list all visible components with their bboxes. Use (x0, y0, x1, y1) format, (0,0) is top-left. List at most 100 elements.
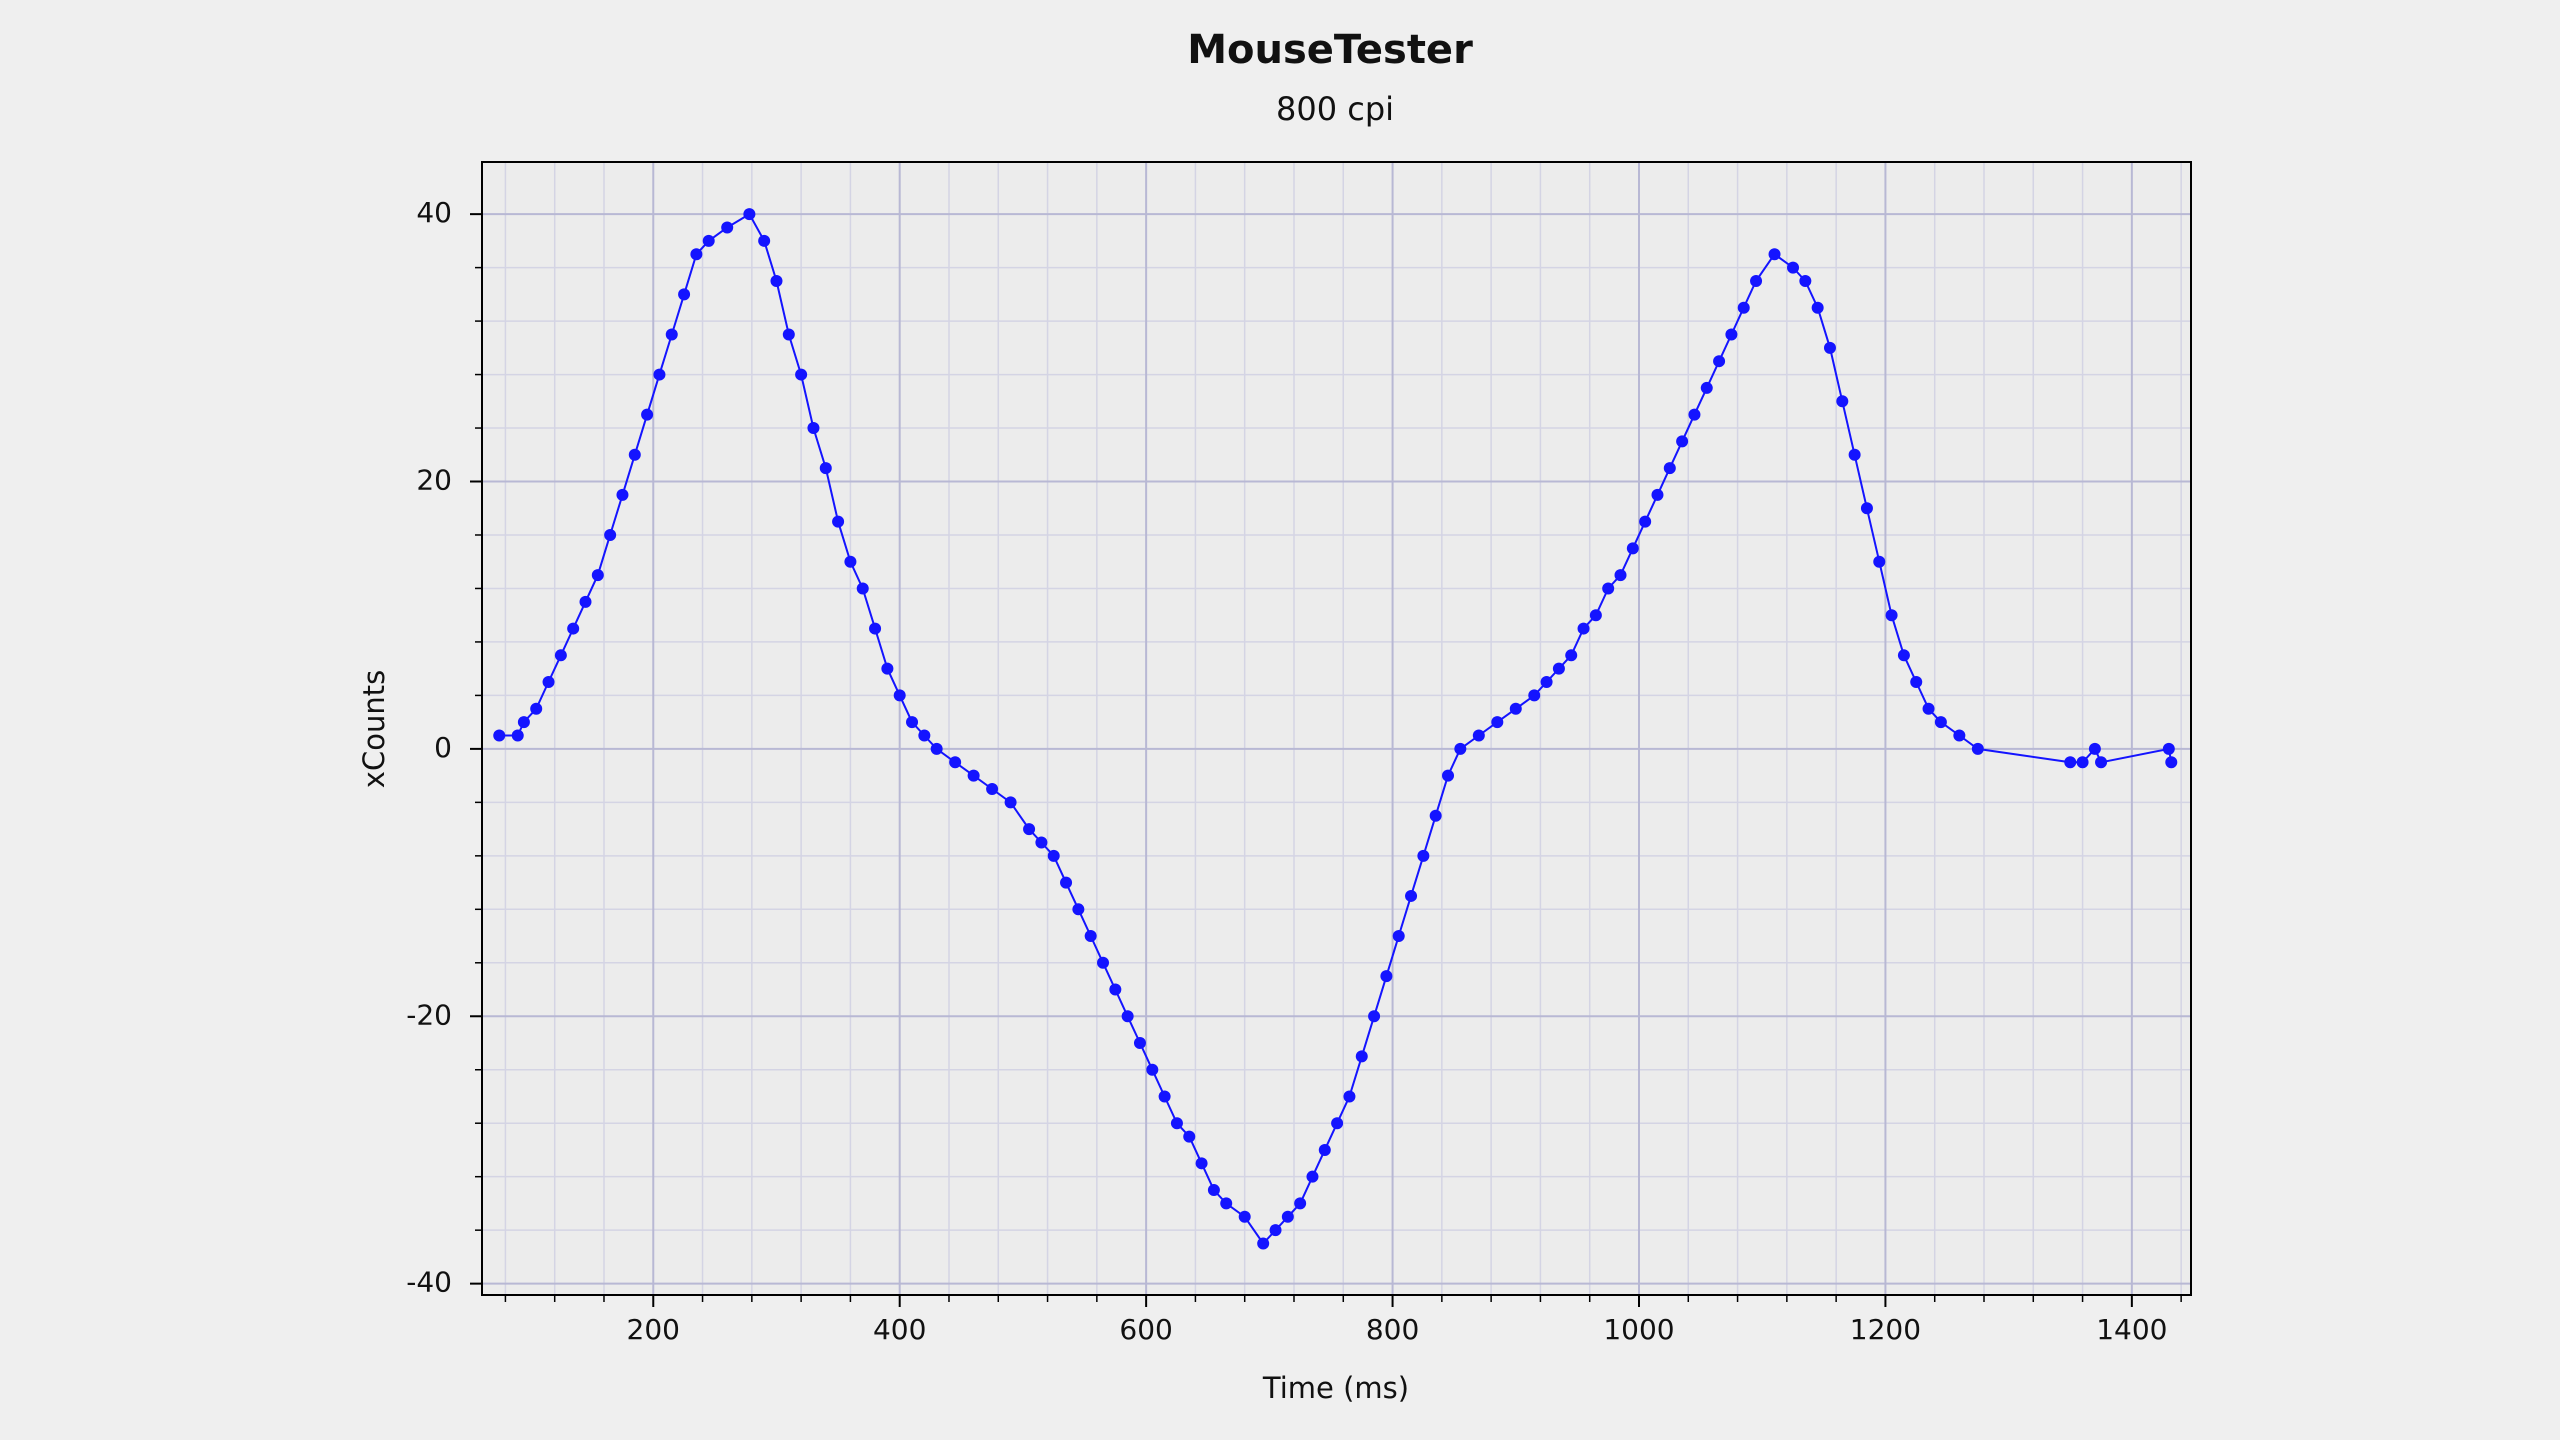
x-tick-label: 1400 (2096, 1313, 2167, 1346)
data-point (1528, 689, 1541, 702)
data-point (604, 528, 617, 541)
data-point (1195, 1157, 1208, 1170)
data-point (758, 234, 771, 247)
data-point (1207, 1184, 1220, 1197)
data-point (1220, 1197, 1233, 1210)
data-point (1084, 930, 1097, 943)
data-point (743, 208, 756, 221)
data-point (1257, 1237, 1270, 1250)
data-point (1811, 301, 1824, 314)
data-point (1602, 582, 1615, 595)
data-point (807, 422, 820, 435)
data-point (493, 729, 506, 742)
data-point (1552, 662, 1565, 675)
data-point (1047, 849, 1060, 862)
data-point (1676, 435, 1689, 448)
data-point (782, 328, 795, 341)
data-point (2076, 756, 2089, 769)
data-point (1269, 1224, 1282, 1237)
data-point (690, 248, 703, 261)
x-tick-label: 400 (873, 1313, 926, 1346)
data-point (1509, 702, 1522, 715)
data-point (1097, 956, 1110, 969)
data-point (1799, 274, 1812, 287)
data-point (1170, 1117, 1183, 1130)
y-tick-label: 20 (416, 464, 452, 497)
x-tick-label: 1200 (1850, 1313, 1921, 1346)
data-point (1343, 1090, 1356, 1103)
data-point (1109, 983, 1122, 996)
data-point (1355, 1050, 1368, 1063)
data-point (1589, 609, 1602, 622)
data-point (1472, 729, 1485, 742)
data-point (2088, 742, 2101, 755)
data-point (1146, 1063, 1159, 1076)
data-point (1725, 328, 1738, 341)
data-point (1897, 649, 1910, 662)
data-point (567, 622, 580, 635)
data-point (1626, 542, 1639, 555)
y-tick-label: 40 (416, 196, 452, 229)
data-point (2162, 742, 2175, 755)
data-point (844, 555, 857, 568)
data-point (1417, 849, 1430, 862)
x-tick-label: 200 (627, 1313, 680, 1346)
x-tick-label: 1000 (1603, 1313, 1674, 1346)
data-point (1953, 729, 1966, 742)
data-point (1368, 1010, 1381, 1023)
data-point (1577, 622, 1590, 635)
data-point (1663, 462, 1676, 475)
data-point (1035, 836, 1048, 849)
data-point (918, 729, 931, 742)
data-point (2165, 756, 2178, 769)
data-point (930, 742, 943, 755)
data-point (641, 408, 654, 421)
y-tick-label: -20 (406, 998, 452, 1031)
data-point (1294, 1197, 1307, 1210)
data-point (906, 716, 919, 729)
data-point (856, 582, 869, 595)
data-point (1860, 502, 1873, 515)
data-point (1565, 649, 1578, 662)
data-point (869, 622, 882, 635)
data-point (986, 782, 999, 795)
data-point (1768, 248, 1781, 261)
y-tick-label: 0 (434, 731, 452, 764)
data-point (1121, 1010, 1134, 1023)
data-point (721, 221, 734, 234)
plot-area (482, 162, 2191, 1295)
chart-subtitle: 800 cpi (1276, 90, 1394, 128)
data-point (1848, 448, 1861, 461)
data-point (1306, 1170, 1319, 1183)
data-point (1405, 889, 1418, 902)
data-point (1004, 796, 1017, 809)
data-point (2095, 756, 2108, 769)
data-point (1823, 341, 1836, 354)
data-point (702, 234, 715, 247)
data-point (1183, 1130, 1196, 1143)
trend-line (499, 212, 2173, 1246)
data-point (591, 569, 604, 582)
data-point (517, 716, 530, 729)
data-point (1934, 716, 1947, 729)
data-point (1023, 823, 1036, 836)
data-point (1060, 876, 1073, 889)
x-tick-label: 800 (1366, 1313, 1419, 1346)
data-point (1614, 569, 1627, 582)
data-point (665, 328, 678, 341)
data-point (1442, 769, 1455, 782)
data-point (1491, 716, 1504, 729)
data-point (795, 368, 808, 381)
data-point (1910, 676, 1923, 689)
data-point (1688, 408, 1701, 421)
data-point (1454, 742, 1467, 755)
data-point (1281, 1210, 1294, 1223)
data-point (1540, 676, 1553, 689)
data-point (1331, 1117, 1344, 1130)
data-point (530, 702, 543, 715)
data-point (511, 729, 524, 742)
plot-border (481, 161, 2192, 1296)
data-point (1318, 1143, 1331, 1156)
data-point (2064, 756, 2077, 769)
